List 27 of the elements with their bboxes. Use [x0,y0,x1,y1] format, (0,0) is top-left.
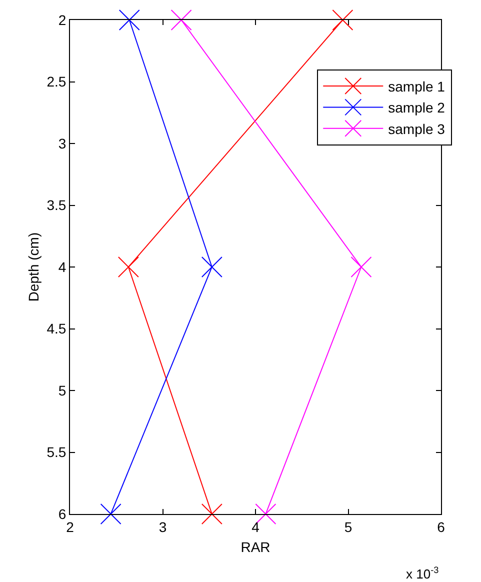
text: x 10$^{-3}$ [406,565,439,582]
legend-label: sample 2 [388,100,446,116]
point [201,256,222,278]
point [118,10,140,30]
y-tick-label: 4.5 [46,320,66,337]
point [201,504,222,524]
y-tick-label: 6 [58,506,66,522]
point [170,10,192,30]
y-tick-label: 4 [58,258,66,275]
point [118,256,139,278]
y-tick-label: 5.5 [46,444,66,460]
point [350,256,372,278]
y-tick-label: 2.5 [46,74,66,90]
x-axis-title: RAR [240,539,270,556]
y-axis-title: Depth (cm) [25,232,42,302]
x-tick-label: 4 [252,518,260,535]
x-tick-label: 6 [437,518,446,535]
legend-label: sample 3 [388,120,446,137]
x-tick-label: 5 [344,518,352,535]
legend-label: sample 1 [388,78,446,94]
x-tick-label: 3 [158,518,167,535]
y-tick-label: 5 [58,382,66,398]
y-tick-label: 3.5 [46,197,66,214]
y-tick-label: 2 [58,12,66,28]
point [100,504,122,524]
y-tick-label: 3 [58,135,66,152]
point [332,10,354,30]
